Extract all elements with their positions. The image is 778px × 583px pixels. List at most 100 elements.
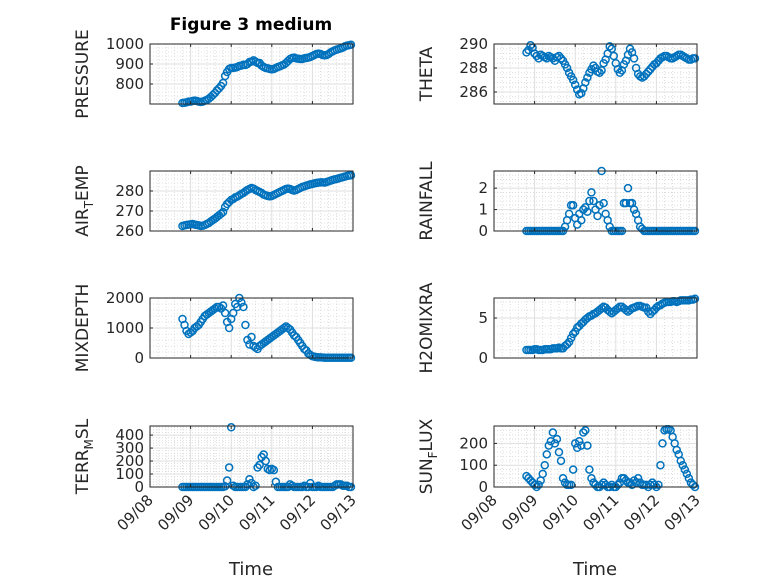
theta-point (644, 67, 653, 76)
theta-point (581, 78, 590, 87)
h2omixra-y-tick-label: 0 (478, 349, 488, 367)
rainfall-point (599, 198, 608, 208)
terr-msl-point (226, 423, 236, 432)
theta-point (554, 51, 564, 61)
sun-flux-y-tick-label: 100 (459, 456, 488, 474)
rainfall-point (568, 201, 578, 210)
sun-flux-point (552, 434, 562, 444)
theta-point (526, 40, 535, 50)
theta-point (570, 80, 580, 90)
pressure-y-tick-label: 800 (115, 75, 144, 93)
sun-flux-point (650, 480, 659, 490)
terr-msl-y-tick-label: 100 (115, 465, 144, 483)
sun-flux-point (585, 465, 594, 474)
rainfall-point (577, 216, 586, 225)
theta-point (642, 69, 651, 79)
rainfall-point (589, 196, 598, 206)
theta-point (522, 48, 531, 57)
theta-point (639, 72, 649, 81)
h2omixra-point (568, 329, 578, 339)
mixdepth-point (210, 304, 220, 313)
sun-flux-point (654, 480, 663, 490)
rainfall-axes-box (493, 170, 698, 232)
air-temp-axes-box (149, 170, 354, 232)
air-temp-series (178, 171, 356, 231)
sun-flux-point (577, 441, 586, 450)
sun-flux-point (627, 480, 637, 490)
air-temp-point (346, 171, 356, 180)
sun-flux-y-axis-label: SUNFLUX (417, 418, 440, 494)
sun-flux-point (676, 456, 686, 466)
theta-point (577, 88, 586, 98)
sun-flux-y-tick-label: 0 (478, 478, 488, 496)
sun-flux-axes-box (493, 425, 698, 488)
terr-msl-point (224, 463, 234, 472)
rainfall-point (581, 203, 590, 212)
rainfall-y-tick-label: 2 (478, 179, 488, 197)
pressure-y-tick-label: 1000 (106, 35, 144, 53)
subplot-mixdepth: 0 1000 2000 MIXDEPTH (73, 284, 356, 373)
sun-flux-point (680, 465, 690, 474)
terr-msl-y-tick-label: 0 (134, 478, 144, 496)
rainfall-point (629, 205, 639, 214)
h2omixra-point (642, 303, 651, 312)
sun-flux-point (613, 480, 623, 490)
terr-msl-y-tick-label: 300 (115, 439, 144, 457)
sun-flux-point (581, 426, 590, 435)
theta-point (556, 54, 566, 63)
rainfall-point (621, 198, 631, 208)
h2omixra-point (564, 337, 574, 347)
sun-flux-point (656, 460, 665, 470)
air-temp-y-tick-label: 260 (115, 222, 144, 240)
sun-flux-point (601, 480, 610, 490)
mixdepth-point (218, 301, 228, 310)
h2omixra-point (562, 340, 572, 349)
rainfall-point (583, 207, 592, 216)
sun-flux-point (684, 474, 694, 483)
sun-flux-point (591, 480, 600, 490)
theta-point (562, 63, 572, 73)
subplot-terr-msl: 0100200300400TERRMSL09/0809/0909/1009/11… (73, 418, 360, 534)
mixdepth-y-axis-label: MIXDEPTH (73, 284, 93, 373)
h2omixra-series (522, 294, 700, 355)
mixdepth-point (220, 308, 230, 318)
sun-flux-point (554, 447, 564, 457)
air-temp-point (216, 209, 226, 219)
subplot-rainfall: 0 1 2 RAINFALL (417, 161, 700, 241)
subplot-air-temp: 260 270 280 AIRTEMP (73, 165, 356, 240)
terr-msl-point (251, 481, 260, 490)
sun-flux-point (548, 428, 558, 437)
rainfall-point (585, 196, 594, 206)
sun-flux-point (678, 460, 688, 470)
air-temp-y-tick-label: 280 (115, 182, 144, 200)
mixdepth-point (237, 298, 246, 307)
theta-point (629, 54, 639, 63)
mixdepth-point (214, 302, 224, 312)
sun-flux-point (579, 428, 588, 437)
mixdepth-point (228, 308, 238, 318)
sun-flux-point (530, 480, 539, 490)
h2omixra-axes-box (493, 297, 698, 359)
h2omixra-y-axis-label: H2OMIXRA (417, 282, 437, 373)
rainfall-point (564, 209, 574, 219)
pressure-point (346, 40, 356, 50)
h2omixra-point (613, 304, 623, 313)
terr-msl-point (261, 456, 270, 466)
subplot-pressure: 800 900 1000 PRESSURE (73, 29, 356, 119)
sun-flux-point (621, 476, 631, 485)
theta-y-tick-label: 286 (459, 83, 488, 101)
theta-axes-box (493, 43, 698, 105)
sun-flux-point (542, 450, 552, 459)
mixdepth-point (241, 320, 250, 330)
rainfall-y-tick-label: 1 (478, 201, 488, 219)
mixdepth-y-tick-label: 2000 (106, 289, 144, 307)
pressure-y-axis-label: PRESSURE (73, 29, 93, 118)
theta-point (583, 73, 592, 82)
air-temp-y-axis-label: AIRTEMP (73, 165, 96, 236)
mixdepth-y-tick-label: 0 (134, 349, 144, 367)
mixdepth-y-tick-label: 1000 (106, 319, 144, 337)
terr-msl-y-axis-label: TERRMSL (73, 418, 96, 495)
pressure-axes-box (149, 43, 354, 105)
subplot-theta: 286 288 290 THETA (417, 35, 700, 105)
